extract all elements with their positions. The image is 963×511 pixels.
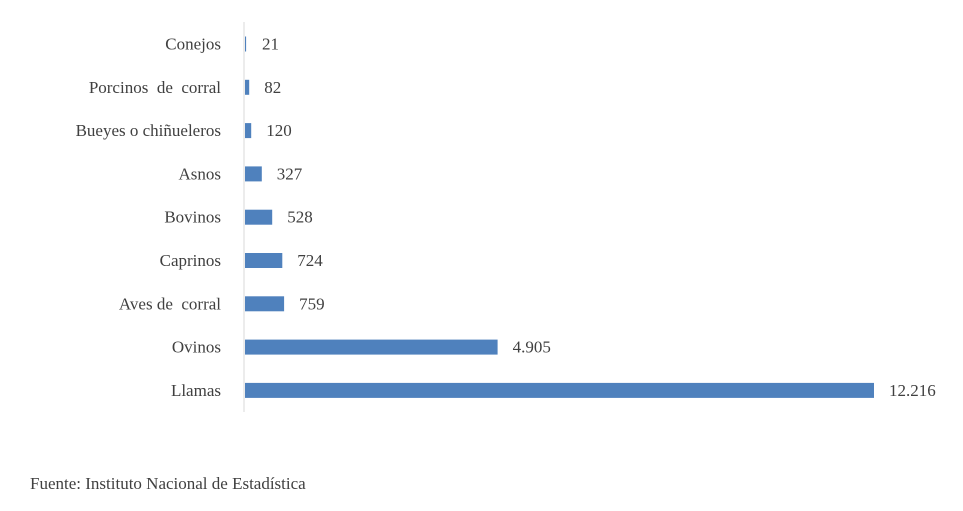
category-labels-group: Conejos Porcinos de corral Bueyes o chiñue… [76, 35, 222, 400]
bar-6 [245, 296, 285, 312]
bar-8 [245, 382, 874, 398]
bar-0 [245, 36, 247, 52]
category-label: Caprinos [160, 251, 221, 270]
category-label: Bovinos [164, 208, 221, 227]
value-label: 82 [264, 78, 281, 97]
value-label: 4.905 [513, 338, 551, 357]
bar-chart: Conejos Porcinos de corral Bueyes o chiñue… [76, 22, 936, 412]
category-label: Llamas [171, 381, 221, 400]
bar-4 [245, 209, 273, 225]
bar-3 [245, 166, 262, 182]
value-label: 12.216 [889, 381, 936, 400]
bars-group [245, 36, 874, 398]
value-label: 759 [299, 294, 325, 313]
value-label: 724 [297, 251, 323, 270]
category-label: Bueyes o chiñueleros [76, 121, 221, 140]
value-label: 528 [287, 208, 313, 227]
value-label: 120 [266, 121, 292, 140]
source-note: Fuente: Instituto Nacional de Estadístic… [30, 474, 306, 493]
category-label: Ovinos [172, 338, 221, 357]
bar-5 [245, 253, 283, 268]
category-label: Conejos [165, 35, 221, 54]
value-label: 327 [277, 164, 303, 183]
category-label: Asnos [178, 164, 221, 183]
value-label: 21 [262, 35, 279, 54]
bar-7 [245, 339, 498, 355]
bar-2 [245, 123, 252, 139]
value-labels-group: 21 82 120 327 528 724 759 4.905 12.216 [262, 35, 936, 400]
bar-1 [245, 79, 250, 95]
category-label: Porcinos de corral [89, 78, 221, 97]
category-label: Aves de corral [119, 294, 221, 313]
